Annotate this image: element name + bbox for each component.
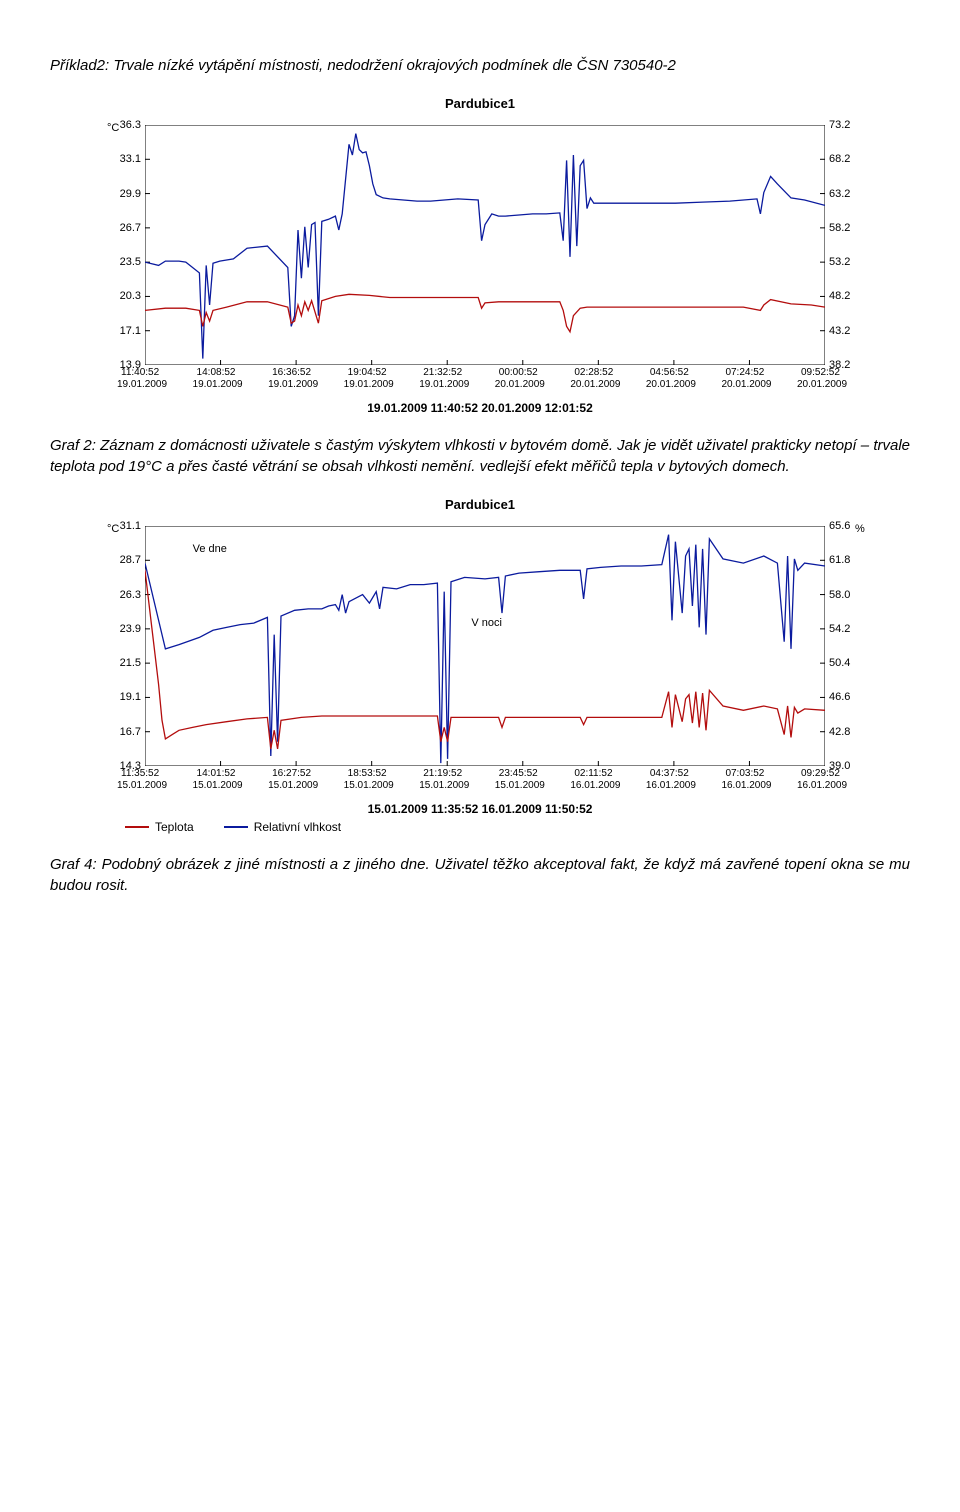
chart2-daterange: 15.01.2009 11:35:52 16.01.2009 11:50:52 [95,802,865,816]
heading-text: Příklad2: Trvale nízké vytápění místnost… [50,55,910,76]
chart2-area: Ve dneV noci°C%31.128.726.323.921.519.11… [95,516,875,800]
chart-2: Pardubice1 Ve dneV noci°C%31.128.726.323… [95,497,865,834]
caption-1: Graf 2: Záznam z domácnosti uživatele s … [50,435,910,477]
chart1-area: °C36.333.129.926.723.520.317.113.973.268… [95,115,875,399]
chart1-title: Pardubice1 [95,96,865,111]
caption-2: Graf 4: Podobný obrázek z jiné místnosti… [50,854,910,896]
chart2-legend: TeplotaRelativní vlhkost [95,820,865,834]
chart2-title: Pardubice1 [95,497,865,512]
chart1-daterange: 19.01.2009 11:40:52 20.01.2009 12:01:52 [95,401,865,415]
chart-1: Pardubice1 °C36.333.129.926.723.520.317.… [95,96,865,415]
